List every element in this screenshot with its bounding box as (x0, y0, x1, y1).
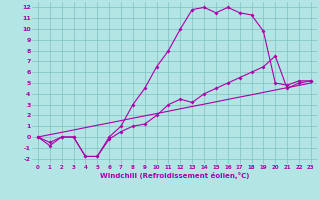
X-axis label: Windchill (Refroidissement éolien,°C): Windchill (Refroidissement éolien,°C) (100, 172, 249, 179)
